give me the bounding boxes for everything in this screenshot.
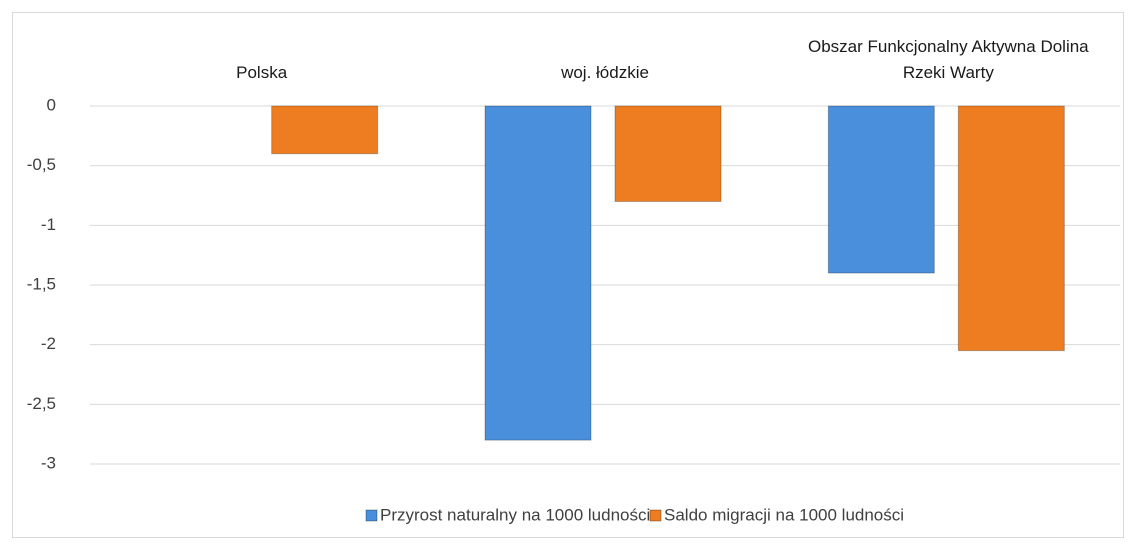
bar bbox=[957, 105, 1065, 352]
bar bbox=[484, 105, 592, 441]
bar bbox=[271, 105, 379, 155]
y-tick-label: -2,5 bbox=[27, 394, 56, 413]
category-label: Polska bbox=[236, 63, 288, 82]
category-label: woj. łódzkie bbox=[561, 63, 649, 82]
y-tick-label: -3 bbox=[41, 453, 56, 472]
bar bbox=[827, 105, 935, 274]
y-tick-label: -1,5 bbox=[27, 274, 56, 293]
category-label: Obszar Funkcjonalny Aktywna Dolina Rzeki… bbox=[808, 37, 1089, 82]
legend-label: Przyrost naturalny na 1000 ludności bbox=[380, 505, 650, 524]
legend-swatch bbox=[365, 509, 378, 522]
legend-label: Saldo migracji na 1000 ludności bbox=[664, 505, 904, 524]
y-tick-label: -0,5 bbox=[27, 155, 56, 174]
y-tick-label: -2 bbox=[41, 334, 56, 353]
y-tick-label: -1 bbox=[41, 215, 56, 234]
legend-swatch bbox=[649, 509, 662, 522]
y-tick-label: 0 bbox=[47, 95, 56, 114]
bar bbox=[614, 105, 722, 202]
